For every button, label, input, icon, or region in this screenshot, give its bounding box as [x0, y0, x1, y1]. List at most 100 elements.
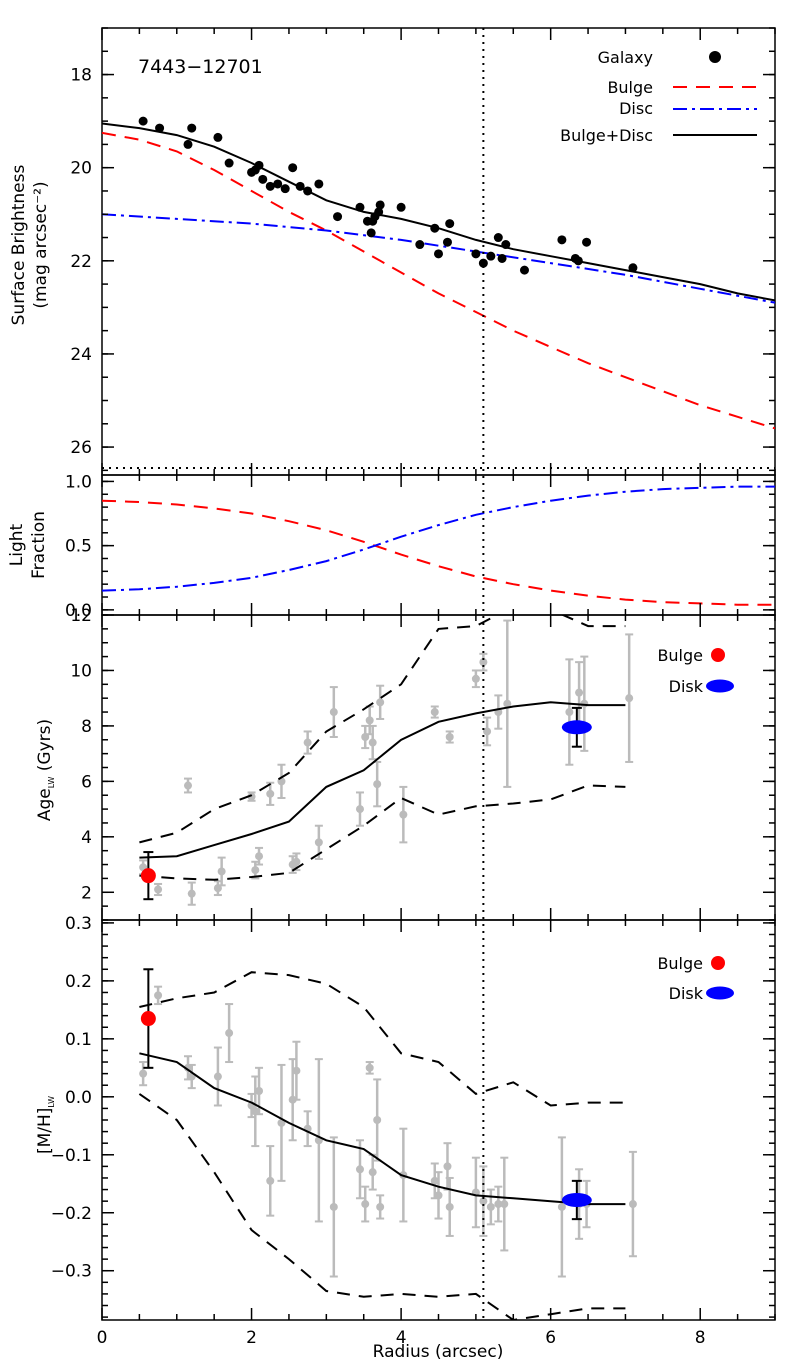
mh-grey-point: [434, 1191, 443, 1200]
age-grey-point: [373, 780, 382, 789]
galaxy-point: [258, 174, 268, 184]
age-grey-point: [483, 727, 492, 736]
age-grey-point: [565, 708, 574, 717]
y-tick-label: 6: [81, 772, 92, 792]
galaxy-point: [478, 258, 488, 268]
y-label-lf-line1: Light: [7, 523, 27, 566]
age-grey-point: [292, 857, 301, 866]
age-grey-point: [303, 738, 312, 747]
legend-swatch-mh-disk: [706, 986, 734, 1000]
y-tick-label: 10: [70, 661, 92, 681]
legend-label-age-disk: Disk: [669, 677, 704, 696]
disc-fraction-line: [102, 485, 775, 592]
age-grey-point: [368, 738, 377, 747]
legend-label-bulge: Bulge: [607, 78, 653, 97]
y-tick-label: −0.2: [51, 1204, 92, 1224]
y-tick-label: −0.3: [51, 1262, 92, 1282]
light-fraction-plot-area: [102, 485, 775, 606]
galaxy-point: [434, 249, 443, 259]
mh-grey-point: [628, 1200, 637, 1209]
galaxy-point: [493, 233, 503, 243]
y-label-age-main: Age: [35, 788, 55, 821]
mh-grey-point: [255, 1087, 264, 1096]
mh-upper-envelope-line: [139, 971, 626, 1107]
age-grey-point: [183, 781, 192, 790]
galaxy-point: [355, 202, 365, 212]
age-upper-envelope-line: [139, 615, 626, 844]
age-grey-point: [365, 716, 374, 725]
y-tick-label: 8: [81, 717, 92, 737]
disc-profile-line: [102, 213, 775, 304]
galaxy-point: [497, 253, 507, 263]
age-grey-point: [251, 866, 260, 875]
age-grey-point: [376, 698, 385, 707]
galaxy-point: [415, 240, 425, 250]
mh-grey-point: [373, 1116, 382, 1124]
galaxy-point: [445, 219, 455, 229]
y-tick-label: 0.2: [65, 972, 92, 992]
galaxy-point: [273, 179, 283, 189]
age-grey-point: [471, 674, 480, 683]
y-label-age-sub: LW: [47, 777, 56, 789]
legend-label-galaxy: Galaxy: [598, 48, 653, 67]
age-grey-point: [314, 838, 323, 847]
y-label-mh: [M/H]LW: [35, 1096, 56, 1154]
legend-label-age-bulge: Bulge: [657, 646, 703, 665]
mh-grey-point: [443, 1162, 452, 1171]
y-label-sb-line2: (mag arcsec⁻²): [31, 181, 51, 308]
age-plot-area: [139, 615, 634, 906]
galaxy-point: [366, 228, 376, 238]
galaxy-point: [486, 251, 496, 261]
mh-grey-point: [355, 1165, 364, 1174]
y-tick-label: 26: [70, 438, 92, 458]
age-disk-point: [561, 720, 592, 735]
galaxy-point: [333, 212, 343, 222]
y-tick-label: 0.1: [65, 1030, 92, 1050]
legend-label-bulge-plus-disc: Bulge+Disc: [560, 126, 653, 145]
age-mean-line: [139, 701, 626, 859]
mh-grey-point: [368, 1168, 377, 1177]
legend-swatch-age-disk: [706, 679, 734, 693]
x-tick-label: 8: [695, 1328, 706, 1348]
x-tick-label: 0: [97, 1328, 108, 1348]
galaxy-point: [519, 265, 529, 275]
y-tick-label: −0.1: [51, 1146, 92, 1166]
galaxy-point: [280, 184, 290, 194]
galaxy-point: [254, 160, 264, 170]
galaxy-point: [295, 181, 305, 191]
x-tick-label: 4: [396, 1328, 407, 1348]
y-label-mh-main: [M/H]: [35, 1108, 55, 1154]
y-tick-label: 20: [70, 159, 92, 179]
legend-label-mh-disk: Disk: [669, 984, 704, 1003]
y-label-age-unit: (Gyrs): [35, 719, 55, 771]
age-grey-point: [575, 688, 584, 697]
y-tick-label: 4: [81, 828, 92, 848]
galaxy-point: [557, 235, 567, 245]
age-grey-point: [154, 885, 163, 894]
sb-plot-area: [102, 116, 775, 470]
y-tick-label: 0.0: [65, 601, 92, 621]
galaxy-point: [501, 240, 511, 250]
galaxy-point: [155, 123, 165, 133]
galaxy-id-label: 7443−12701: [138, 56, 263, 78]
galaxy-point: [183, 139, 193, 149]
legend-swatch-galaxy: [709, 51, 721, 63]
y-tick-label: 2: [81, 883, 92, 903]
galaxy-point: [471, 249, 481, 259]
mh-grey-point: [266, 1176, 275, 1185]
legend-label-disc: Disc: [619, 99, 653, 118]
y-label-lf-line2: Fraction: [29, 511, 49, 579]
galaxy-point: [375, 200, 385, 210]
mh-grey-point: [361, 1200, 370, 1209]
x-tick-label: 2: [246, 1328, 257, 1348]
galaxy-point: [430, 223, 440, 233]
mh-mean-line: [139, 1052, 626, 1206]
x-axis-label: Radius (arcsec): [373, 1342, 504, 1362]
y-tick-label: 1.0: [65, 472, 92, 492]
mh-grey-point: [292, 1066, 301, 1075]
panel-frame-metallicity: [101, 919, 776, 1321]
mh-lower-envelope-line: [138, 1093, 626, 1320]
y-tick-label: 24: [70, 345, 92, 365]
y-label-age: AgeLW (Gyrs): [35, 719, 56, 821]
galaxy-point: [138, 116, 148, 126]
